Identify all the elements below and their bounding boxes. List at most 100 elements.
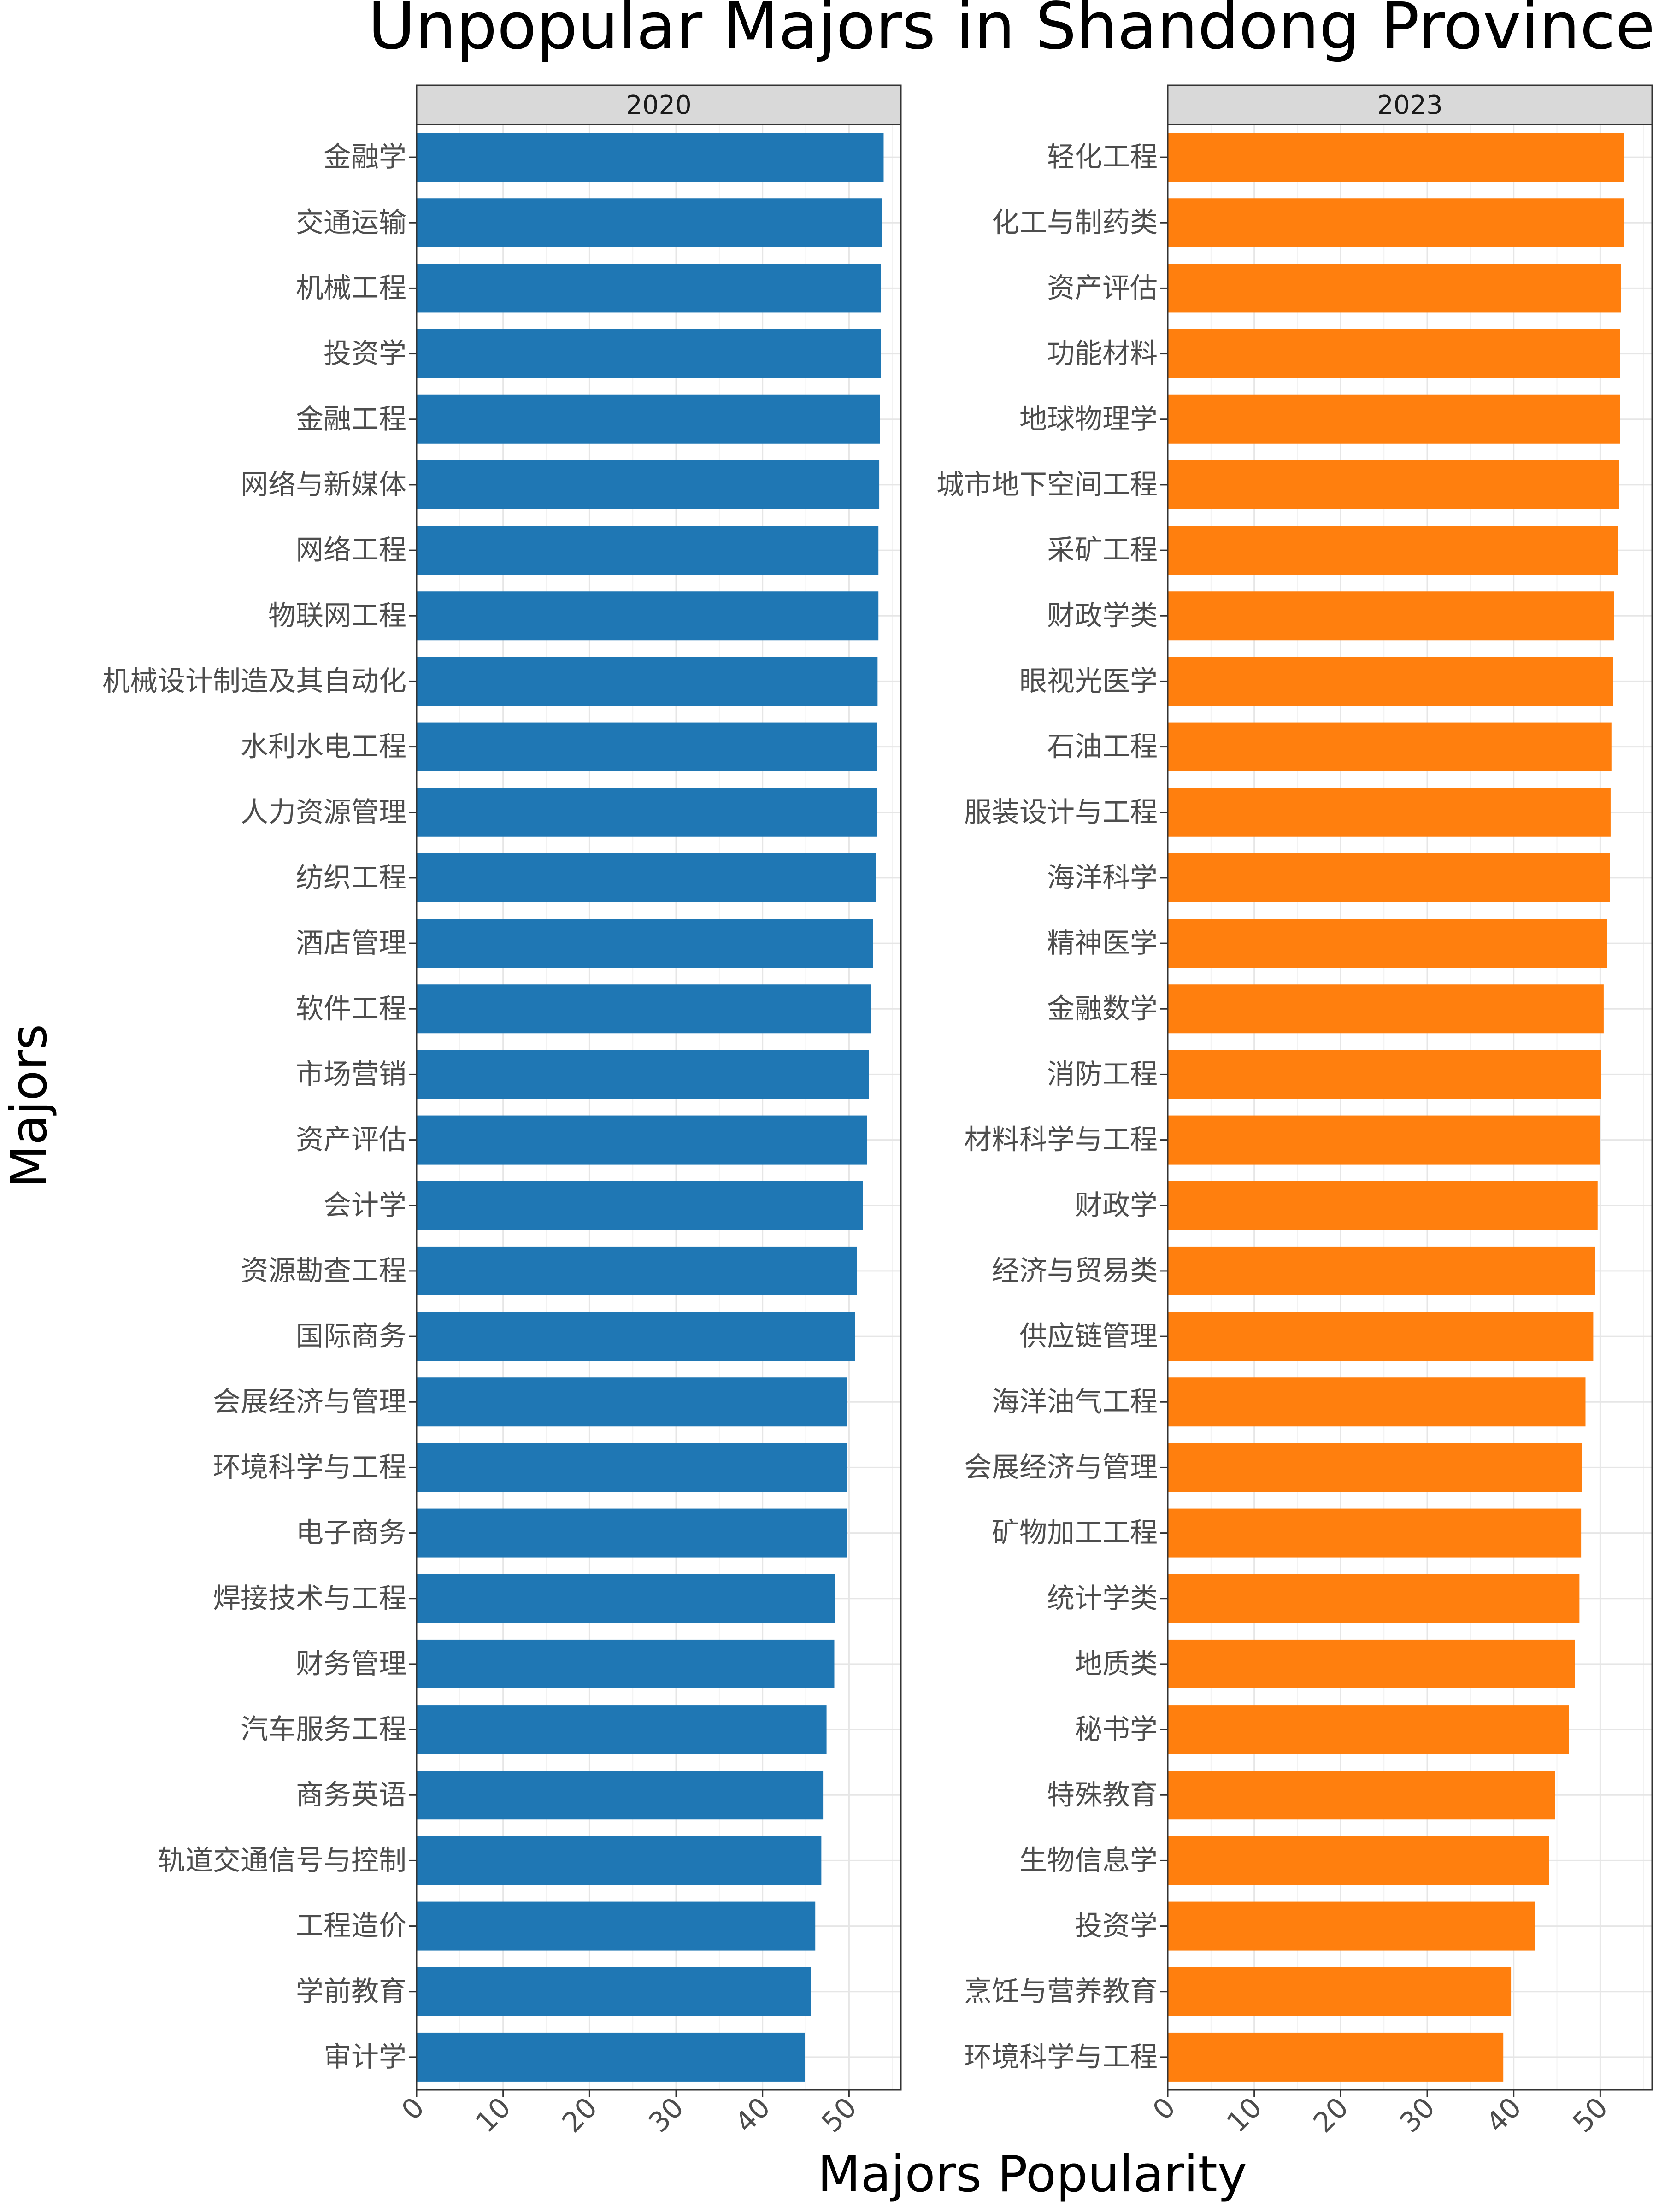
panels: 2020金融学交通运输机械工程投资学金融工程网络与新媒体网络工程物联网工程机械设… <box>102 84 1653 2139</box>
category-label: 功能材料 <box>1047 338 1158 370</box>
category-label: 眼视光医学 <box>1019 665 1158 697</box>
category-label: 经济与贸易类 <box>992 1255 1158 1287</box>
panel-border <box>416 124 902 2091</box>
category-label: 金融学 <box>324 141 406 173</box>
category-label: 特殊教育 <box>1047 1779 1158 1811</box>
category-label: 秘书学 <box>1075 1713 1158 1746</box>
bar <box>417 1705 827 1754</box>
chart-title: Unpopular Majors in Shandong Province <box>368 0 1655 64</box>
panel-border <box>1167 124 1653 2091</box>
x-tick-label: 10 <box>1221 2091 1268 2139</box>
bar <box>1168 526 1618 575</box>
bar <box>417 1639 835 1688</box>
bar <box>1168 1312 1594 1361</box>
bar <box>417 526 879 575</box>
bar <box>1168 853 1610 902</box>
category-label: 资源勘查工程 <box>241 1255 406 1287</box>
category-label: 网络与新媒体 <box>241 469 406 501</box>
bar <box>1168 1639 1575 1688</box>
category-label: 汽车服务工程 <box>241 1713 406 1746</box>
x-axis-title: Majors Popularity <box>818 2146 1247 2203</box>
category-label: 供应链管理 <box>1019 1320 1158 1353</box>
category-label: 财政学类 <box>1047 600 1158 632</box>
category-label: 服装设计与工程 <box>964 796 1158 829</box>
bar <box>1168 657 1613 706</box>
bar <box>1168 591 1614 641</box>
bar <box>417 657 878 706</box>
bar <box>1168 2032 1504 2082</box>
category-label: 财政学 <box>1075 1189 1158 1222</box>
category-label: 金融工程 <box>296 403 406 435</box>
bar <box>417 722 877 771</box>
bar <box>417 1508 847 1558</box>
category-label: 电子商务 <box>296 1517 406 1549</box>
bar <box>417 1181 863 1230</box>
category-label: 机械设计制造及其自动化 <box>102 665 406 697</box>
panel-2020: 2020 金融学交通运输机械工程投资学金融工程网络与新媒体网络工程物联网工程机械设… <box>102 84 902 2139</box>
bar <box>1168 1967 1512 2016</box>
category-label: 海洋油气工程 <box>992 1386 1158 1418</box>
category-label: 城市地下空间工程 <box>936 469 1158 501</box>
category-label: 地球物理学 <box>1019 403 1158 435</box>
bar <box>1168 264 1621 313</box>
bar <box>417 1967 811 2016</box>
category-label: 投资学 <box>1075 1910 1158 1942</box>
x-tick-label: 30 <box>1394 2091 1441 2139</box>
bar <box>417 1574 835 1623</box>
x-tick-label: 10 <box>470 2091 517 2139</box>
bar <box>1168 1771 1555 1820</box>
category-label: 会展经济与管理 <box>213 1386 406 1418</box>
bar <box>1168 198 1624 247</box>
category-label: 采矿工程 <box>1047 534 1158 566</box>
facet-strip <box>416 84 902 125</box>
category-label: 精神医学 <box>1047 927 1158 959</box>
bar <box>1168 1246 1595 1295</box>
bar <box>417 329 881 378</box>
bar <box>417 1771 824 1820</box>
category-label: 资产评估 <box>1047 272 1158 304</box>
category-label: 交通运输 <box>296 206 406 239</box>
x-tick-label: 40 <box>1480 2091 1528 2139</box>
category-label: 市场营销 <box>296 1058 406 1090</box>
bar <box>417 984 871 1034</box>
category-label: 环境科学与工程 <box>964 2041 1158 2073</box>
category-label: 会展经济与管理 <box>964 1451 1158 1483</box>
bar <box>417 394 880 444</box>
x-tick-label: 20 <box>1307 2091 1354 2139</box>
x-tick-label: 40 <box>729 2091 777 2139</box>
bar <box>1168 1377 1586 1427</box>
category-label: 学前教育 <box>296 1976 406 2008</box>
category-label: 酒店管理 <box>296 927 406 959</box>
bar <box>1168 984 1604 1034</box>
bar <box>417 460 880 509</box>
bar <box>417 1312 855 1361</box>
category-label: 纺织工程 <box>296 862 406 894</box>
category-label: 矿物加工工程 <box>992 1517 1158 1549</box>
bar <box>1168 460 1619 509</box>
category-label: 烹饪与营养教育 <box>964 1976 1158 2008</box>
bar <box>1168 1705 1569 1754</box>
category-label: 水利水电工程 <box>241 731 406 763</box>
category-label: 化工与制药类 <box>992 206 1158 239</box>
bar <box>417 1377 847 1427</box>
x-tick-label: 20 <box>556 2091 603 2139</box>
bar <box>1168 394 1620 444</box>
facet-strip-label: 2020 <box>626 90 692 120</box>
category-label: 统计学类 <box>1047 1583 1158 1615</box>
y-axis-title: Majors <box>0 1024 58 1188</box>
category-label: 地质类 <box>1075 1648 1158 1680</box>
bar <box>1168 1574 1580 1623</box>
x-tick-label: 30 <box>642 2091 690 2139</box>
bar <box>1168 1508 1582 1558</box>
bar <box>1168 1050 1601 1099</box>
bar <box>1168 329 1620 378</box>
x-tick-label: 50 <box>1567 2091 1614 2139</box>
bar <box>417 1115 867 1165</box>
category-label: 材料科学与工程 <box>964 1124 1158 1156</box>
category-label: 石油工程 <box>1047 731 1158 763</box>
category-label: 网络工程 <box>296 534 406 566</box>
bar <box>417 788 877 837</box>
bar <box>417 919 873 968</box>
bar <box>1168 722 1612 771</box>
bar <box>417 1246 857 1295</box>
